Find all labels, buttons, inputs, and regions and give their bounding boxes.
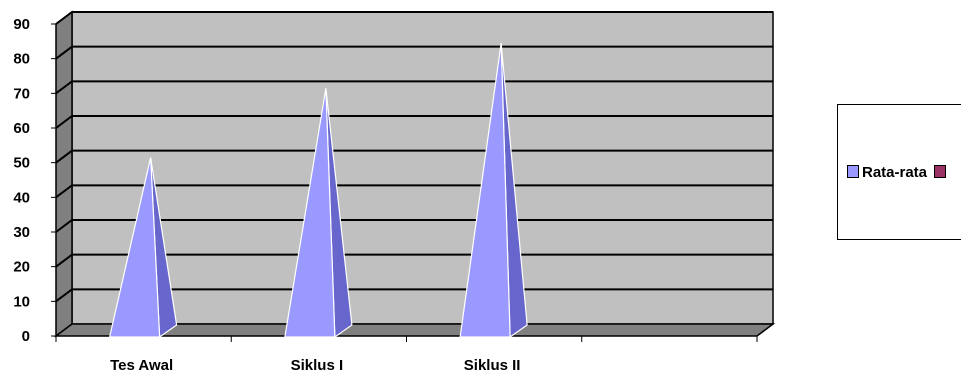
side-wall [55, 10, 73, 338]
gridline [55, 253, 773, 268]
y-tick-label: 70 [13, 85, 30, 102]
y-tick-label: 60 [13, 120, 30, 137]
legend-swatch-series-2 [934, 165, 947, 178]
y-tick-label: 40 [13, 189, 30, 206]
gridline [55, 45, 773, 60]
y-tick-label: 50 [13, 155, 30, 172]
x-category-label: Siklus I [291, 357, 344, 374]
y-tick-label: 90 [13, 16, 30, 33]
gridline [55, 149, 773, 164]
gridline [55, 219, 773, 233]
gridlines [55, 11, 773, 303]
y-tick-label: 30 [13, 224, 30, 241]
x-category-label: Tes Awal [110, 357, 173, 374]
gridline [55, 11, 773, 25]
legend-swatch-rata-rata [847, 165, 859, 178]
y-tick-label: 0 [22, 328, 30, 345]
legend-row: Rata-rata [847, 164, 949, 181]
legend-label-rata-rata: Rata-rata [862, 164, 928, 181]
pyramid-bar [108, 157, 161, 338]
gridline [55, 184, 773, 199]
back-wall [71, 11, 774, 325]
y-tick-label: 80 [13, 51, 30, 68]
legend: Rata-rata [837, 104, 961, 240]
gridline [55, 115, 773, 129]
pyramid-bar [284, 88, 336, 338]
gridline [55, 80, 773, 95]
x-category-label: Siklus II [464, 357, 521, 374]
y-axis: 0 10 20 30 40 50 60 70 80 90 [13, 16, 57, 345]
data-marks [108, 43, 528, 339]
x-axis: Tes Awal Siklus I Siklus II [55, 335, 758, 374]
pyramid-bar [459, 43, 511, 338]
y-tick-label: 20 [13, 259, 30, 276]
gridline [55, 288, 773, 303]
y-tick-label: 10 [13, 293, 30, 310]
